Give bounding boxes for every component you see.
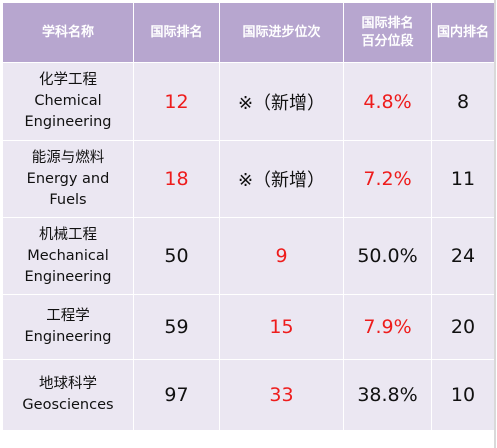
subject-cell: 能源与燃料 Energy and Fuels [2, 140, 134, 218]
header-intl-change: 国际进步位次 [219, 2, 344, 63]
intl-rank-cell: 59 [133, 294, 220, 360]
subject-cell: 地球科学 Geosciences [2, 359, 134, 431]
intl-change-cell: 9 [219, 217, 344, 295]
header-percentile-line1: 国际排名 [361, 15, 414, 31]
subject-cell: 工程学 Engineering [2, 294, 134, 360]
percentile-cell: 4.8% [343, 62, 432, 141]
intl-rank-cell: 12 [133, 62, 220, 141]
subject-name-en: Chemical [34, 93, 102, 109]
subject-name-en: Mechanical [27, 247, 109, 264]
percentile-cell: 7.2% [343, 140, 432, 218]
intl-change-cell: 33 [219, 359, 344, 431]
ranking-table-container: 学科名称 国际排名 国际进步位次 国际排名 百分位段 国内排名 化学工程 Che… [2, 2, 495, 431]
header-row: 学科名称 国际排名 国际进步位次 国际排名 百分位段 国内排名 [2, 2, 495, 63]
domestic-rank-cell: 11 [431, 140, 495, 218]
header-percentile: 国际排名 百分位段 [343, 2, 432, 63]
right-edge-divider [494, 0, 496, 448]
percentile-cell: 7.9% [343, 294, 432, 360]
subject-name-en: Engineering [24, 329, 112, 345]
subject-name-cn: 能源与燃料 [31, 149, 105, 166]
ranking-table: 学科名称 国际排名 国际进步位次 国际排名 百分位段 国内排名 化学工程 Che… [2, 2, 495, 431]
table-row: 机械工程 Mechanical Engineering 50 9 50.0% 2… [2, 217, 495, 295]
table-row: 化学工程 Chemical Engineering 12 ※（新增） 4.8% … [2, 62, 495, 141]
subject-name-cn: 机械工程 [39, 226, 97, 243]
domestic-rank-cell: 10 [431, 359, 495, 431]
intl-rank-cell: 50 [133, 217, 220, 295]
subject-name-en: Geosciences [22, 397, 114, 413]
intl-rank-cell: 18 [133, 140, 220, 218]
domestic-rank-cell: 8 [431, 62, 495, 141]
header-subject: 学科名称 [2, 2, 134, 63]
intl-rank-cell: 97 [133, 359, 220, 431]
subject-name-en: Energy and [26, 170, 110, 187]
intl-change-cell: ※（新增） [219, 62, 344, 141]
subject-cell: 机械工程 Mechanical Engineering [2, 217, 134, 295]
header-intl-rank: 国际排名 [133, 2, 220, 63]
subject-name-en-2: Engineering [24, 268, 112, 285]
percentile-cell: 50.0% [343, 217, 432, 295]
subject-name-en-2: Engineering [24, 114, 112, 130]
intl-change-cell: 15 [219, 294, 344, 360]
percentile-cell: 38.8% [343, 359, 432, 431]
table-row: 能源与燃料 Energy and Fuels 18 ※（新增） 7.2% 11 [2, 140, 495, 218]
header-domestic-rank: 国内排名 [431, 2, 495, 63]
intl-change-cell: ※（新增） [219, 140, 344, 218]
table-row: 工程学 Engineering 59 15 7.9% 20 [2, 294, 495, 360]
domestic-rank-cell: 24 [431, 217, 495, 295]
subject-name-en-2: Fuels [49, 191, 87, 208]
header-percentile-line2: 百分位段 [361, 33, 414, 49]
domestic-rank-cell: 20 [431, 294, 495, 360]
subject-name-cn: 化学工程 [39, 72, 97, 88]
subject-name-cn: 工程学 [46, 308, 90, 324]
subject-cell: 化学工程 Chemical Engineering [2, 62, 134, 141]
table-row: 地球科学 Geosciences 97 33 38.8% 10 [2, 359, 495, 431]
subject-name-cn: 地球科学 [39, 376, 97, 392]
